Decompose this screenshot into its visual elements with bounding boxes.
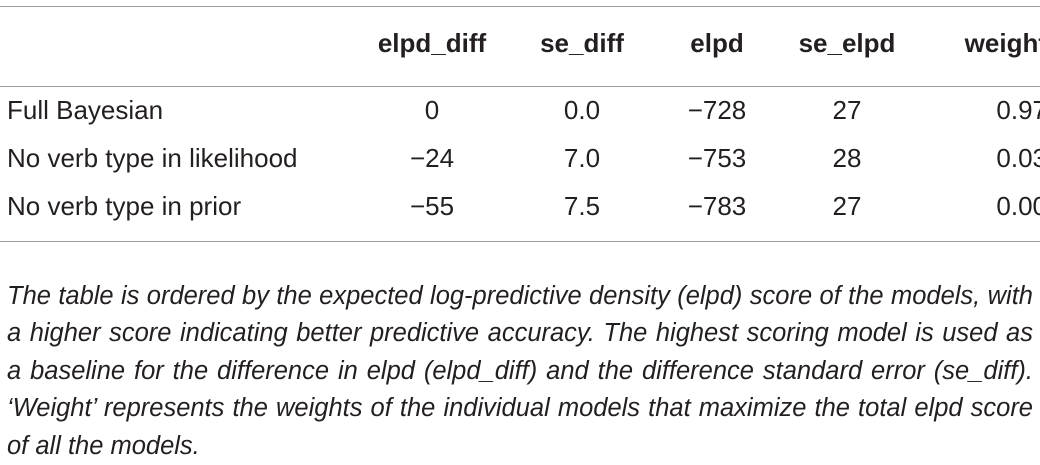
cell-elpd: −783 bbox=[657, 182, 777, 230]
cell-weight: 0.97 bbox=[917, 86, 1040, 134]
table-row: No verb type in prior −55 7.5 −783 27 0.… bbox=[0, 182, 1040, 230]
cell-se-diff: 0.0 bbox=[507, 86, 657, 134]
cell-se-elpd: 28 bbox=[777, 134, 917, 182]
header-elpd: elpd bbox=[657, 0, 777, 86]
cell-elpd-diff: 0 bbox=[357, 86, 507, 134]
cell-se-elpd: 27 bbox=[777, 86, 917, 134]
cell-weight: 0.03 bbox=[917, 134, 1040, 182]
cell-model: No verb type in likelihood bbox=[0, 134, 357, 182]
header-model bbox=[0, 0, 357, 86]
header-elpd-diff: elpd_diff bbox=[357, 0, 507, 86]
cell-elpd-diff: −24 bbox=[357, 134, 507, 182]
header-se-elpd: se_elpd bbox=[777, 0, 917, 86]
cell-elpd: −753 bbox=[657, 134, 777, 182]
cell-elpd: −728 bbox=[657, 86, 777, 134]
cell-se-elpd: 27 bbox=[777, 182, 917, 230]
table-row: Full Bayesian 0 0.0 −728 27 0.97 bbox=[0, 86, 1040, 134]
cell-model: No verb type in prior bbox=[0, 182, 357, 230]
cell-se-diff: 7.5 bbox=[507, 182, 657, 230]
table-row: No verb type in likelihood −24 7.0 −753 … bbox=[0, 134, 1040, 182]
cell-weight: 0.00 bbox=[917, 182, 1040, 230]
table-bottom-rule bbox=[0, 241, 1040, 242]
model-comparison-table: elpd_diff se_diff elpd se_elpd weight Fu… bbox=[0, 0, 1040, 230]
table-header-row: elpd_diff se_diff elpd se_elpd weight bbox=[0, 0, 1040, 86]
header-weight: weight bbox=[917, 0, 1040, 86]
cell-model: Full Bayesian bbox=[0, 86, 357, 134]
cell-se-diff: 7.0 bbox=[507, 134, 657, 182]
header-se-diff: se_diff bbox=[507, 0, 657, 86]
cell-elpd-diff: −55 bbox=[357, 182, 507, 230]
table-caption: The table is ordered by the expected log… bbox=[7, 278, 1033, 465]
